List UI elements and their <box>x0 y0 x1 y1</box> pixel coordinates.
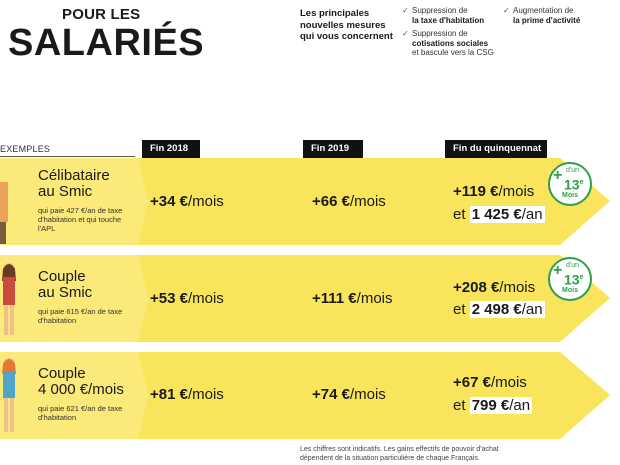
table-row: Couple au Smic qui paie 615 €/an de taxe… <box>0 255 620 342</box>
row-title: Couple au Smic <box>38 268 93 301</box>
value-end-month: +119 €/mois <box>453 183 535 200</box>
value-end-year: et 2 498 €/an <box>453 301 545 318</box>
measure-item: ✓ Suppression de cotisations sociales et… <box>402 29 494 57</box>
check-icon: ✓ <box>503 6 510 15</box>
value-2018: +81 €/mois <box>150 386 224 403</box>
person-illustration <box>2 263 16 335</box>
value-end-year: et 799 €/an <box>453 397 533 414</box>
row-subtitle: qui paie 427 €/an de taxe d'habitation e… <box>38 206 123 233</box>
value-end-year: et 1 425 €/an <box>453 206 545 223</box>
value-2019: +111 €/mois <box>312 290 393 307</box>
measures-list-1: ✓ Suppression de la taxe d'habitation ✓ … <box>402 6 502 62</box>
thirteenth-month-badge: + d'un 13e Mois <box>548 257 592 301</box>
examples-label: EXEMPLES <box>0 144 51 154</box>
check-icon: ✓ <box>402 29 409 38</box>
value-2018: +53 €/mois <box>150 290 224 307</box>
column-header-end: Fin du quinquennat <box>445 140 547 158</box>
table-row: Célibataire au Smic qui paie 427 €/an de… <box>0 158 620 245</box>
person-illustration <box>2 358 16 432</box>
value-2018: +34 €/mois <box>150 193 224 210</box>
measures-list-2: ✓ Augmentation de la prime d'activité <box>503 6 618 29</box>
check-icon: ✓ <box>402 6 409 15</box>
page-title: SALARIÉS <box>8 22 205 64</box>
thirteenth-month-badge: + d'un 13e Mois <box>548 162 592 206</box>
value-2019: +66 €/mois <box>312 193 386 210</box>
row-band-shape <box>0 352 610 439</box>
column-header-2018: Fin 2018 <box>142 140 200 158</box>
row-title: Couple 4 000 €/mois <box>38 365 124 398</box>
table-row: Couple 4 000 €/mois qui paie 621 €/an de… <box>0 352 620 439</box>
row-band-shape <box>0 158 610 245</box>
measure-item: ✓ Suppression de la taxe d'habitation <box>402 6 485 25</box>
footnote: Les chiffres sont indicatifs. Les gains … <box>300 446 499 462</box>
intro-text: Les principales nouvelles mesures qui vo… <box>300 8 393 42</box>
value-end-month: +67 €/mois <box>453 374 527 391</box>
divider <box>0 156 135 157</box>
row-subtitle: qui paie 621 €/an de taxe d'habitation <box>38 404 123 422</box>
row-band-shape <box>0 255 610 342</box>
measure-item: ✓ Augmentation de la prime d'activité <box>503 6 581 25</box>
title-small: POUR LES <box>62 6 141 23</box>
value-2019: +74 €/mois <box>312 386 386 403</box>
row-title: Célibataire au Smic <box>38 167 110 200</box>
value-end-month: +208 €/mois <box>453 279 536 296</box>
person-illustration <box>0 182 8 244</box>
row-subtitle: qui paie 615 €/an de taxe d'habitation <box>38 307 123 325</box>
column-header-2019: Fin 2019 <box>303 140 363 158</box>
